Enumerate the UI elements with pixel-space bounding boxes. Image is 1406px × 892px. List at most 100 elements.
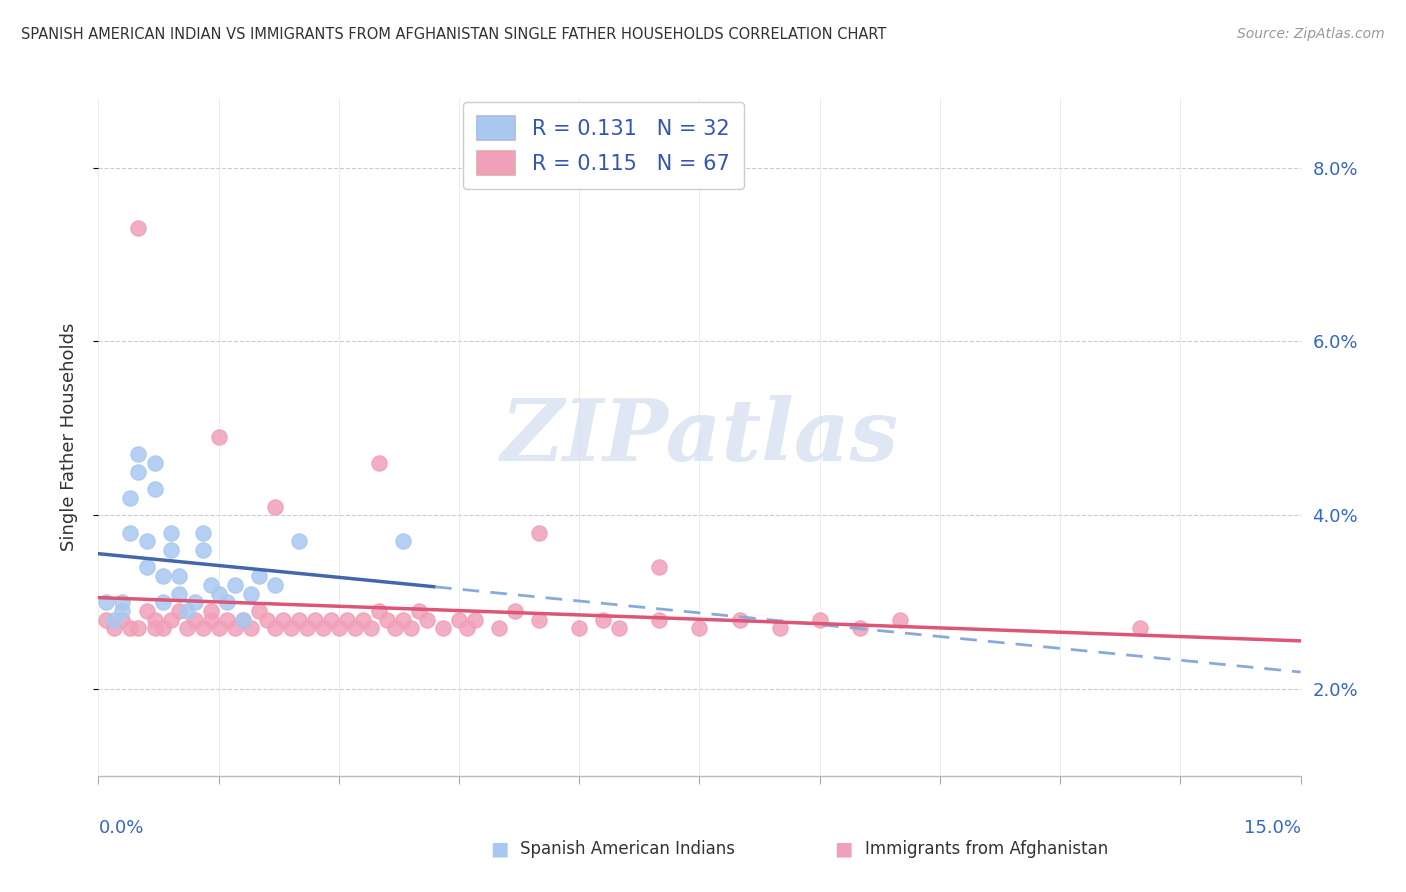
Point [295, 621, 318, 635]
Point [247, 569, 270, 583]
Text: ■: ■ [834, 839, 853, 859]
Point [159, 613, 181, 627]
Point [288, 534, 311, 549]
Point [464, 613, 486, 627]
Point [392, 534, 415, 549]
Point [416, 613, 439, 627]
Point [769, 621, 792, 635]
Point [215, 613, 238, 627]
Point [319, 613, 342, 627]
Point [592, 613, 614, 627]
Text: Source: ZipAtlas.com: Source: ZipAtlas.com [1237, 27, 1385, 41]
Point [208, 621, 231, 635]
Point [128, 621, 150, 635]
Point [143, 613, 166, 627]
Point [103, 621, 125, 635]
Point [215, 595, 238, 609]
Point [103, 613, 125, 627]
Point [456, 621, 478, 635]
Point [288, 613, 311, 627]
Point [120, 491, 142, 505]
Point [256, 613, 278, 627]
Point [159, 543, 181, 558]
Text: Immigrants from Afghanistan: Immigrants from Afghanistan [865, 840, 1108, 858]
Point [568, 621, 591, 635]
Point [728, 613, 751, 627]
Point [167, 569, 190, 583]
Text: ZIPatlas: ZIPatlas [501, 395, 898, 479]
Point [399, 621, 422, 635]
Point [191, 621, 214, 635]
Point [191, 543, 214, 558]
Point [96, 613, 118, 627]
Point [191, 525, 214, 540]
Point [808, 613, 831, 627]
Point [648, 560, 671, 574]
Point [120, 525, 142, 540]
Point [648, 613, 671, 627]
Text: 0.0%: 0.0% [98, 819, 143, 837]
Point [152, 621, 174, 635]
Point [529, 613, 551, 627]
Point [111, 595, 134, 609]
Point [447, 613, 470, 627]
Point [143, 456, 166, 470]
Point [336, 613, 359, 627]
Point [135, 560, 157, 574]
Point [111, 613, 134, 627]
Point [247, 604, 270, 618]
Point [183, 613, 205, 627]
Text: 15.0%: 15.0% [1243, 819, 1301, 837]
Point [167, 586, 190, 600]
Point [609, 621, 631, 635]
Point [143, 482, 166, 496]
Point [392, 613, 415, 627]
Point [96, 595, 118, 609]
Point [135, 534, 157, 549]
Point [128, 221, 150, 235]
Point [232, 613, 254, 627]
Point [263, 621, 285, 635]
Point [200, 613, 222, 627]
Point [889, 613, 911, 627]
Point [120, 621, 142, 635]
Point [352, 613, 374, 627]
Point [1129, 621, 1152, 635]
Point [176, 621, 198, 635]
Point [503, 604, 526, 618]
Point [375, 613, 398, 627]
Point [135, 604, 157, 618]
Point [176, 604, 198, 618]
Point [143, 621, 166, 635]
Point [384, 621, 406, 635]
Point [280, 621, 302, 635]
Point [208, 586, 231, 600]
Text: ■: ■ [489, 839, 509, 859]
Point [328, 621, 350, 635]
Text: Spanish American Indians: Spanish American Indians [520, 840, 735, 858]
Legend: R = 0.131   N = 32, R = 0.115   N = 67: R = 0.131 N = 32, R = 0.115 N = 67 [463, 102, 744, 189]
Point [368, 456, 391, 470]
Point [159, 525, 181, 540]
Point [200, 578, 222, 592]
Point [849, 621, 872, 635]
Point [343, 621, 366, 635]
Point [239, 621, 262, 635]
Y-axis label: Single Father Households: Single Father Households [59, 323, 77, 551]
Point [232, 613, 254, 627]
Point [312, 621, 335, 635]
Point [263, 500, 285, 514]
Point [152, 569, 174, 583]
Point [304, 613, 326, 627]
Point [111, 604, 134, 618]
Point [183, 595, 205, 609]
Point [128, 465, 150, 479]
Text: SPANISH AMERICAN INDIAN VS IMMIGRANTS FROM AFGHANISTAN SINGLE FATHER HOUSEHOLDS : SPANISH AMERICAN INDIAN VS IMMIGRANTS FR… [21, 27, 886, 42]
Point [360, 621, 382, 635]
Point [432, 621, 454, 635]
Point [271, 613, 294, 627]
Point [689, 621, 711, 635]
Point [408, 604, 430, 618]
Point [224, 578, 246, 592]
Point [152, 595, 174, 609]
